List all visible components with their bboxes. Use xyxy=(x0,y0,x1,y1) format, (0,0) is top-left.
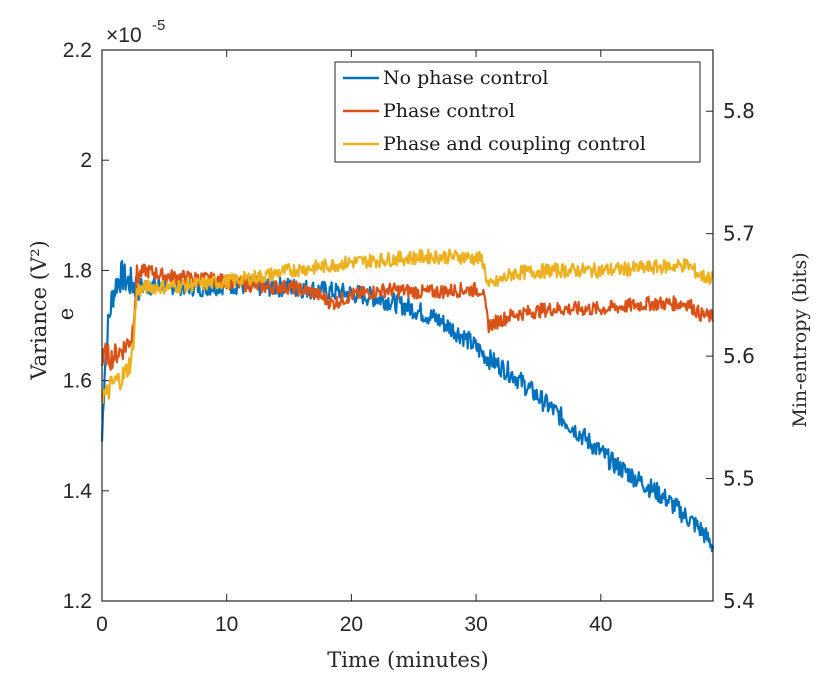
x-tick-label: 20 xyxy=(340,613,363,636)
x-tick-label: 30 xyxy=(464,613,487,636)
plot-frame xyxy=(101,49,714,602)
legend: No phase control Phase control Phase and… xyxy=(334,61,701,163)
y-axis-label: Variance (V²) xyxy=(27,240,51,380)
legend-box xyxy=(334,61,701,163)
x-tick-label: 40 xyxy=(589,613,612,636)
y-tick-label: 2.2 xyxy=(63,39,92,62)
legend-label-phase: Phase control xyxy=(383,100,515,122)
y2-axis-label: Min-entropy (bits) xyxy=(789,252,811,427)
y-exponent-base: ×10 xyxy=(106,24,142,47)
y-tick-label: 1.2 xyxy=(63,590,92,613)
series-layer xyxy=(100,248,715,553)
y-tick-label: 1.6 xyxy=(63,370,92,393)
legend-label-no-phase: No phase control xyxy=(383,67,548,89)
y2-tick-label: 5.6 xyxy=(723,344,755,368)
y-axis-extra-label: e xyxy=(54,308,78,320)
legend-label-phase-coupling: Phase and coupling control xyxy=(383,133,646,155)
y-tick-label: 1.8 xyxy=(63,259,92,282)
y2-tick-label: 5.7 xyxy=(723,222,755,246)
x-tick-label: 10 xyxy=(215,613,238,636)
y2-tick-label: 5.4 xyxy=(723,589,755,613)
x-axis-label: Time (minutes) xyxy=(327,648,488,672)
series-line-phase-control xyxy=(100,263,715,371)
y2-tick-label: 5.5 xyxy=(723,467,755,491)
ticks-layer: 0 10 20 30 40 1.2 1.4 1.6 1.8 2 2.2 5.4 5.5 5.6 5.7 5.8 xyxy=(63,39,755,636)
y2-tick-label: 5.8 xyxy=(723,99,755,123)
y-tick-label: 1.4 xyxy=(63,480,93,503)
x-tick-label: 0 xyxy=(96,613,108,636)
y-tick-label: 2 xyxy=(80,149,92,172)
series-line-phase-and-coupling-control xyxy=(100,248,715,404)
y-exponent: -5 xyxy=(152,17,165,34)
